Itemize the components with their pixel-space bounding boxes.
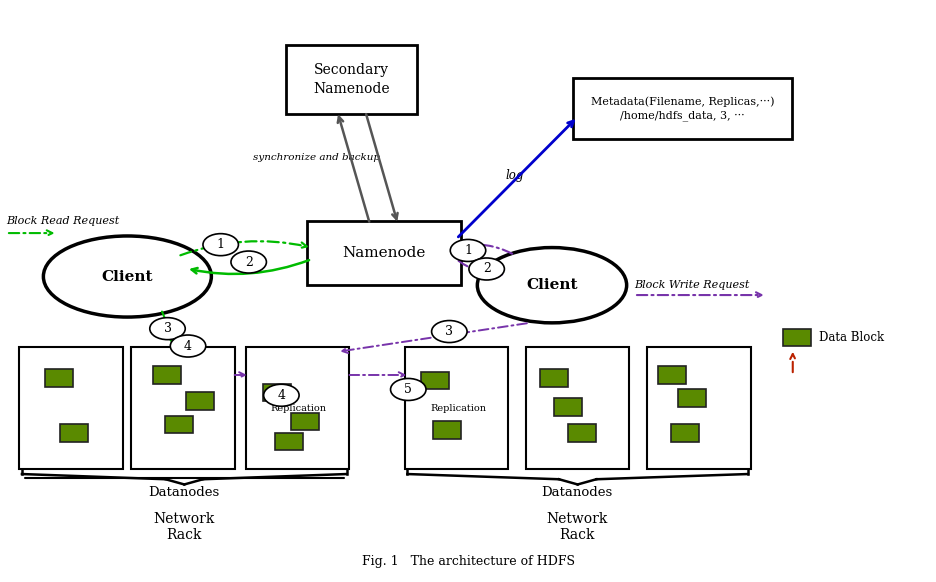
Circle shape <box>170 335 206 357</box>
Circle shape <box>450 239 486 261</box>
FancyBboxPatch shape <box>131 347 235 470</box>
Bar <box>291 413 318 430</box>
Text: 4: 4 <box>277 389 285 402</box>
FancyBboxPatch shape <box>246 347 349 470</box>
Text: Secondary
Namenode: Secondary Namenode <box>313 63 389 96</box>
Text: Replication: Replication <box>431 404 487 413</box>
Text: 2: 2 <box>244 255 253 268</box>
Text: Datanodes: Datanodes <box>149 486 220 499</box>
Bar <box>45 369 73 386</box>
Circle shape <box>431 321 467 343</box>
Bar <box>658 366 686 384</box>
Bar <box>421 372 449 389</box>
Bar <box>165 416 193 433</box>
Text: 3: 3 <box>446 325 453 338</box>
Bar <box>153 366 181 384</box>
Text: 1: 1 <box>217 238 225 251</box>
Text: 4: 4 <box>184 339 192 353</box>
Text: Data Block: Data Block <box>819 331 884 344</box>
Text: 3: 3 <box>164 322 171 335</box>
Bar <box>60 424 88 442</box>
Bar <box>186 392 214 410</box>
Circle shape <box>469 258 505 280</box>
Bar <box>671 424 699 442</box>
Text: 5: 5 <box>404 383 412 396</box>
Text: synchronize and backup: synchronize and backup <box>254 153 380 162</box>
Text: Metadata(Filename, Replicas,···)
/home/hdfs_data, 3, ···: Metadata(Filename, Replicas,···) /home/h… <box>591 96 774 121</box>
Text: Replication: Replication <box>271 404 326 413</box>
Bar <box>275 433 303 450</box>
Text: Client: Client <box>102 269 154 283</box>
Text: Block Read Request: Block Read Request <box>6 217 119 226</box>
FancyBboxPatch shape <box>526 347 629 470</box>
Bar <box>678 389 706 407</box>
Circle shape <box>231 251 267 273</box>
Text: Network: Network <box>547 512 607 526</box>
Text: Client: Client <box>526 278 578 292</box>
Circle shape <box>150 318 185 340</box>
Text: 1: 1 <box>464 244 472 257</box>
Text: 2: 2 <box>483 262 490 275</box>
FancyBboxPatch shape <box>286 45 417 114</box>
Bar <box>263 384 291 401</box>
Text: Rack: Rack <box>560 528 595 542</box>
Circle shape <box>203 233 239 255</box>
Bar <box>783 329 812 346</box>
Text: Namenode: Namenode <box>343 246 426 260</box>
FancyBboxPatch shape <box>19 347 123 470</box>
Ellipse shape <box>477 247 626 323</box>
Text: Block Write Request: Block Write Request <box>634 280 750 290</box>
Text: Datanodes: Datanodes <box>542 486 613 499</box>
Circle shape <box>390 378 426 400</box>
Bar <box>554 398 582 416</box>
Bar <box>540 369 568 386</box>
FancyBboxPatch shape <box>307 222 461 285</box>
FancyBboxPatch shape <box>404 347 508 470</box>
Text: Fig. 1   The architecture of HDFS: Fig. 1 The architecture of HDFS <box>361 555 575 568</box>
Bar <box>433 421 461 439</box>
Text: Network: Network <box>154 512 215 526</box>
Circle shape <box>264 384 300 406</box>
Text: log: log <box>505 169 524 182</box>
Bar <box>568 424 596 442</box>
Text: Rack: Rack <box>167 528 202 542</box>
FancyBboxPatch shape <box>647 347 751 470</box>
FancyBboxPatch shape <box>573 78 792 139</box>
Ellipse shape <box>43 236 212 317</box>
